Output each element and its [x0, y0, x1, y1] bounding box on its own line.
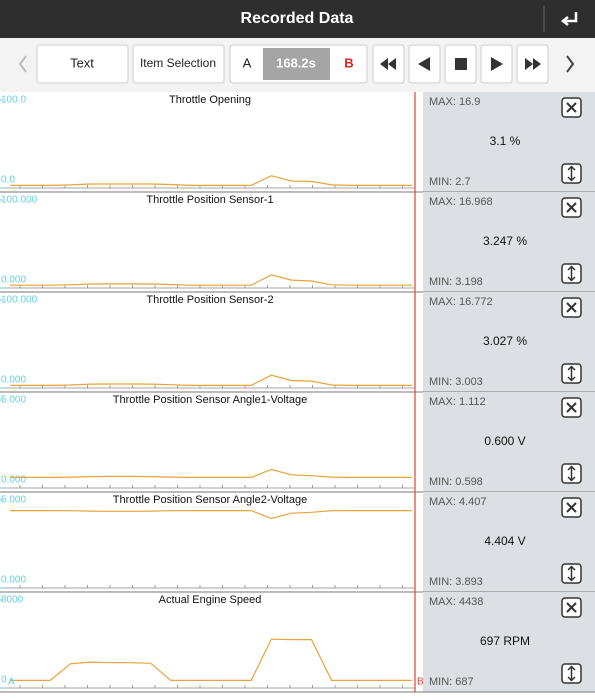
marker-b[interactable]: B — [344, 55, 353, 70]
min-label: MIN: 3.198 — [429, 276, 483, 288]
min-label: MIN: 2.7 — [429, 176, 471, 188]
min-label: MIN: 0.598 — [429, 476, 483, 488]
resize-icon — [567, 265, 576, 282]
current-value: 3.027 % — [483, 334, 527, 348]
min-label: MIN: 3.893 — [429, 576, 483, 588]
max-label: MAX: 4438 — [429, 596, 483, 608]
close-icon — [566, 402, 577, 413]
close-icon — [566, 502, 577, 513]
close-icon — [566, 302, 577, 313]
max-label: MAX: 1.112 — [429, 396, 486, 408]
text-button-label: Text — [70, 55, 94, 70]
marker-a[interactable]: A — [243, 55, 252, 70]
item-selection-button[interactable] — [132, 44, 225, 84]
resize-icon — [567, 465, 576, 482]
trace-line — [10, 274, 412, 286]
rewind-icon — [380, 58, 396, 70]
step-back-icon — [418, 57, 430, 71]
y-tick-label: 100.000 — [1, 195, 38, 206]
y-tick-label: 0.000 — [1, 375, 26, 386]
trace-line — [10, 638, 412, 681]
current-value: 3.1 % — [490, 134, 521, 148]
close-icon — [566, 602, 577, 613]
item-selection-label: Item Selection — [140, 56, 216, 70]
y-tick-label: 100.0 — [1, 95, 26, 106]
y-tick-label: 5.000 — [1, 395, 26, 406]
header-title: Recorded Data — [241, 10, 354, 27]
close-icon — [566, 102, 577, 113]
current-value: 697 RPM — [480, 634, 530, 648]
panel-title: Throttle Position Sensor-2 — [146, 294, 273, 306]
y-tick-label: 8000 — [1, 595, 24, 606]
y-tick-label: 0.000 — [1, 575, 26, 586]
next-button[interactable] — [566, 55, 575, 73]
trace-line — [10, 468, 412, 478]
y-tick-label: 0.000 — [1, 275, 26, 286]
cursor-a-label: A — [8, 677, 15, 688]
trace-line — [10, 374, 412, 386]
resize-icon — [567, 165, 576, 182]
prev-button[interactable] — [18, 55, 27, 73]
play-icon — [491, 57, 503, 71]
panel-title: Throttle Position Sensor-1 — [146, 194, 273, 206]
max-label: MAX: 16.772 — [429, 296, 493, 308]
min-label: MIN: 687 — [429, 676, 474, 688]
stop-icon — [455, 58, 467, 70]
panel-title: Actual Engine Speed — [159, 594, 262, 606]
panel-title: Throttle Position Sensor Angle2-Voltage — [113, 494, 307, 506]
resize-icon — [567, 565, 576, 582]
y-tick-label: 0.0 — [1, 175, 15, 186]
y-tick-label: 100.000 — [1, 295, 38, 306]
trace-line — [10, 510, 412, 520]
playback-controls — [372, 44, 549, 84]
current-value: 0.600 V — [484, 434, 525, 448]
y-tick-label: 0 — [1, 675, 7, 686]
min-label: MIN: 3.003 — [429, 376, 483, 388]
current-value: 3.247 % — [483, 234, 527, 248]
fast-forward-icon — [525, 58, 541, 70]
cursor-b-label: B — [417, 677, 424, 688]
text-button[interactable] — [36, 44, 129, 84]
y-tick-label: 0.000 — [1, 475, 26, 486]
time-label: 168.2s — [276, 55, 316, 70]
y-tick-label: 5.000 — [1, 495, 26, 506]
resize-icon — [567, 665, 576, 682]
max-label: MAX: 16.968 — [429, 196, 493, 208]
resize-icon — [567, 365, 576, 382]
back-button[interactable] — [560, 12, 578, 26]
max-label: MAX: 4.407 — [429, 496, 486, 508]
trace-line — [10, 175, 412, 186]
panel-title: Throttle Opening — [169, 94, 251, 106]
time-box — [263, 48, 330, 80]
close-icon — [566, 202, 577, 213]
current-value: 4.404 V — [484, 534, 525, 548]
header-bar — [0, 0, 595, 38]
max-label: MAX: 16.9 — [429, 96, 480, 108]
panel-title: Throttle Position Sensor Angle1-Voltage — [113, 394, 307, 406]
